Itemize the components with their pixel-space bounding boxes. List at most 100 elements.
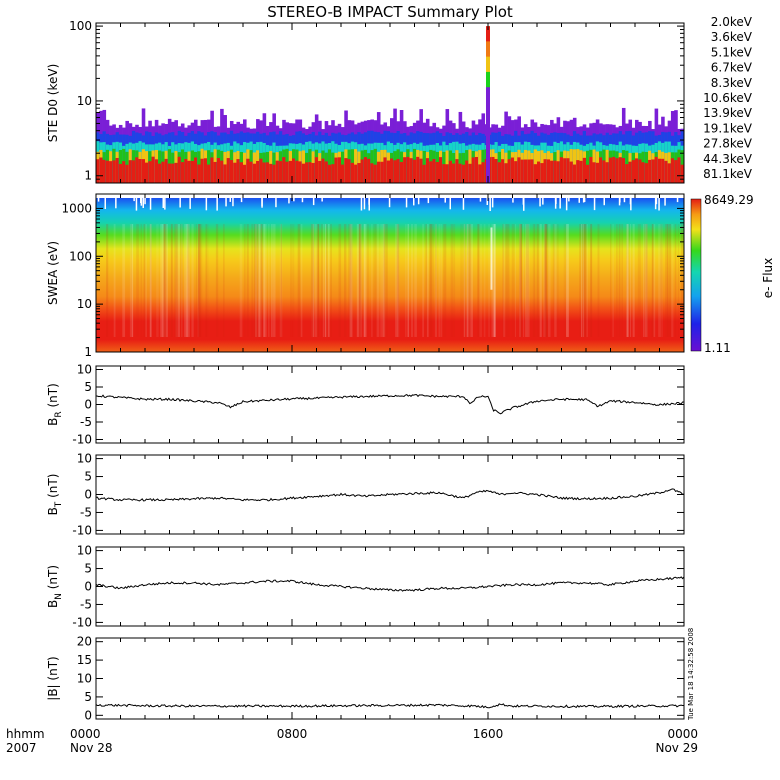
ste-bar: [442, 164, 446, 183]
swea-streak: [579, 224, 582, 337]
colorbar-max-label: 8649.29: [704, 193, 754, 207]
br-line: [95, 393, 685, 415]
ste-bar: [347, 159, 352, 183]
y-tick-label: 0: [84, 580, 92, 594]
ste-bar: [311, 162, 316, 183]
ste-bar: [680, 164, 685, 183]
ste-bar: [122, 161, 126, 183]
ste-bar: [115, 157, 120, 183]
ste-bar: [354, 164, 358, 183]
legend-entry: 81.1keV: [703, 167, 753, 181]
swea-streak: [422, 224, 424, 337]
swea-streak: [356, 224, 360, 337]
swea-notch: [189, 195, 191, 209]
swea-streak: [348, 224, 351, 337]
swea-notch: [603, 195, 605, 206]
ste-bar: [510, 157, 515, 183]
y-tick-label: 10: [77, 94, 92, 108]
swea-streak: [310, 224, 314, 337]
swea-streak: [469, 224, 472, 337]
swea-streak: [405, 224, 407, 337]
swea-notch: [554, 195, 557, 202]
ste-bar: [533, 164, 538, 183]
swea-notch: [179, 195, 181, 208]
swea-streak: [637, 224, 641, 337]
time-tick-label: 0000: [70, 727, 101, 741]
y-tick-label: -10: [72, 615, 92, 629]
swea-streak: [536, 224, 539, 337]
bt-panel: 10 5 0 -5 -10 BT (nT): [46, 452, 685, 537]
ste-bar: [425, 158, 430, 183]
bn-line: [95, 576, 685, 592]
legend-entry: 10.6keV: [703, 91, 753, 105]
swea-streak: [344, 224, 347, 337]
ste-bar: [148, 161, 152, 183]
swea-streak: [184, 224, 187, 337]
ste-bar: [373, 164, 378, 183]
swea-streak: [467, 224, 469, 337]
swea-streak: [621, 224, 623, 337]
swea-streak: [554, 224, 557, 337]
colorbar-label: e- Flux: [761, 258, 775, 298]
swea-streak: [677, 224, 680, 337]
swea-streak: [665, 224, 669, 337]
swea-streak: [581, 224, 583, 337]
y-tick-label: 5: [84, 562, 92, 576]
swea-streak: [349, 224, 353, 337]
swea-streak: [453, 224, 456, 337]
y-tick-label: 0: [84, 488, 92, 502]
swea-notch: [618, 195, 621, 206]
ste-bar: [550, 160, 554, 183]
ste-bar: [154, 159, 159, 183]
swea-streak: [359, 224, 363, 337]
ste-bar: [455, 159, 459, 183]
swea-streak: [271, 224, 273, 337]
swea-streak: [359, 224, 361, 337]
legend-entry: 13.9keV: [703, 106, 753, 120]
swea-streak: [477, 224, 479, 337]
swea-streak: [519, 224, 522, 337]
ste-bar: [334, 157, 339, 183]
swea-streak: [197, 224, 201, 337]
swea-streak: [317, 224, 319, 337]
swea-streak: [539, 224, 542, 337]
ste-bar: [618, 157, 623, 183]
swea-streak: [610, 224, 612, 337]
swea-streak: [163, 224, 166, 337]
swea-streak: [181, 224, 183, 337]
swea-streak: [379, 224, 381, 337]
swea-frame: [95, 193, 685, 353]
swea-streak: [566, 224, 569, 337]
ste-bar: [158, 163, 162, 183]
swea-streak: [187, 224, 190, 337]
ste-bar: [295, 160, 299, 183]
swea-streak: [519, 224, 521, 337]
legend-entry: 19.1keV: [703, 121, 753, 135]
ste-bar: [406, 156, 410, 183]
ste-bar: [203, 158, 208, 183]
swea-notch: [489, 195, 491, 211]
swea-streak: [626, 224, 628, 337]
ste-bar: [145, 162, 149, 183]
swea-notch: [449, 195, 451, 210]
swea-streak: [467, 224, 470, 337]
swea-notch: [658, 195, 660, 211]
bmag-line: [95, 703, 685, 709]
ste-bar: [448, 160, 453, 183]
swea-streak: [106, 224, 108, 337]
swea-streak: [463, 224, 466, 337]
swea-streak: [526, 224, 530, 337]
swea-streak: [350, 224, 352, 337]
ste-bar: [543, 159, 548, 183]
ste-bar: [184, 159, 188, 183]
y-tick-label: 5: [84, 470, 92, 484]
swea-streak: [186, 224, 190, 337]
ste-bar: [582, 157, 587, 183]
swea-streak: [366, 224, 369, 337]
swea-streak: [556, 224, 559, 337]
ste-ylabel: STE D0 (keV): [46, 64, 60, 143]
br-panel: 10 5 0 -5 -10 BR (nT): [46, 363, 685, 447]
swea-notch: [288, 195, 290, 204]
swea-notch: [164, 195, 166, 210]
swea-streak: [680, 224, 684, 337]
